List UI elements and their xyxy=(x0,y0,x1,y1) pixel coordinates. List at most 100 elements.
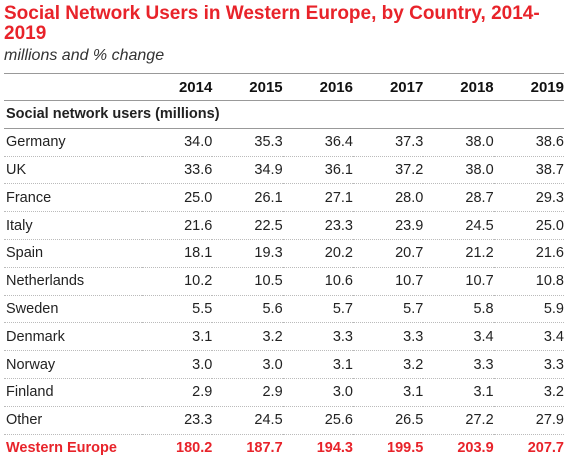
table-row: Other 23.3 24.5 25.6 26.5 27.2 27.9 xyxy=(4,406,564,435)
data-cell: 27.9 xyxy=(493,406,564,435)
data-cell: 3.0 xyxy=(142,350,213,379)
data-cell: 187.7 xyxy=(246,439,283,456)
data-cell: 34.0 xyxy=(142,128,213,157)
data-cell: 24.5 xyxy=(423,211,494,240)
row-label: Spain xyxy=(4,239,142,268)
row-label: Italy xyxy=(4,211,142,240)
data-cell: 3.2 xyxy=(212,322,283,352)
data-cell: 21.6 xyxy=(493,239,564,268)
table-row: Denmark 3.1 3.2 3.3 3.3 3.4 3.4 xyxy=(4,322,564,352)
data-cell: 5.6 xyxy=(212,295,283,324)
column-header: 2016 xyxy=(319,78,353,96)
total-row: Western Europe 180.2 187.7 194.3 199.5 203.9 2… xyxy=(4,434,564,461)
chart-subtitle: millions and % change xyxy=(4,47,165,64)
data-cell: 27.1 xyxy=(282,183,353,213)
chart-title: Social Network Users in Western Europe, … xyxy=(4,3,540,44)
data-cell: 28.7 xyxy=(423,183,494,213)
data-cell: 10.8 xyxy=(493,267,564,296)
data-cell: 3.2 xyxy=(493,378,564,407)
data-table: 2014 2015 2016 2017 2018 2019 Social net… xyxy=(4,73,564,461)
table-row: Finland 2.9 2.9 3.0 3.1 3.1 3.2 xyxy=(4,378,564,407)
data-cell: 5.5 xyxy=(142,295,213,324)
data-cell: 38.0 xyxy=(423,128,494,157)
data-cell: 3.1 xyxy=(352,378,424,407)
data-cell: 199.5 xyxy=(387,439,424,456)
data-cell: 37.2 xyxy=(352,156,424,185)
data-cell: 3.2 xyxy=(352,350,424,379)
row-label: France xyxy=(4,183,142,213)
data-cell: 10.7 xyxy=(423,267,494,296)
data-cell: 28.0 xyxy=(352,183,424,213)
data-cell: 3.4 xyxy=(493,322,564,352)
data-cell: 10.6 xyxy=(282,267,353,296)
data-cell: 5.8 xyxy=(423,295,494,324)
row-label: Western Europe xyxy=(6,439,117,456)
row-label: Finland xyxy=(4,378,142,407)
header-row: 2014 2015 2016 2017 2018 2019 xyxy=(4,73,564,101)
data-cell: 10.7 xyxy=(352,267,424,296)
section-label: Social network users (millions) xyxy=(4,100,564,129)
data-cell: 3.3 xyxy=(423,350,494,379)
data-cell: 3.3 xyxy=(282,322,353,352)
data-cell: 35.3 xyxy=(212,128,283,157)
data-cell: 18.1 xyxy=(142,239,213,268)
data-cell: 20.2 xyxy=(282,239,353,268)
header-corner xyxy=(4,74,142,101)
data-cell: 26.1 xyxy=(212,183,283,213)
data-cell: 21.2 xyxy=(423,239,494,268)
table-row: Norway 3.0 3.0 3.1 3.2 3.3 3.3 xyxy=(4,350,564,379)
data-cell: 36.1 xyxy=(282,156,353,185)
row-label: UK xyxy=(4,156,142,185)
data-cell: 25.6 xyxy=(282,406,353,435)
data-cell: 25.0 xyxy=(142,183,213,213)
table-row: UK 33.6 34.9 36.1 37.2 38.0 38.7 xyxy=(4,156,564,185)
data-cell: 25.0 xyxy=(493,211,564,240)
data-cell: 38.7 xyxy=(493,156,564,185)
data-cell: 38.0 xyxy=(423,156,494,185)
data-cell: 36.4 xyxy=(282,128,353,157)
data-cell: 19.3 xyxy=(212,239,283,268)
data-cell: 3.3 xyxy=(352,322,424,352)
data-cell: 27.2 xyxy=(423,406,494,435)
data-cell: 2.9 xyxy=(142,378,213,407)
row-label: Germany xyxy=(4,128,142,157)
data-cell: 34.9 xyxy=(212,156,283,185)
column-header: 2017 xyxy=(389,78,424,96)
data-cell: 5.7 xyxy=(282,295,353,324)
data-cell: 20.7 xyxy=(352,239,424,268)
data-cell: 3.1 xyxy=(142,322,213,352)
row-label: Denmark xyxy=(4,322,142,352)
row-label: Sweden xyxy=(4,295,142,324)
data-cell: 2.9 xyxy=(212,378,283,407)
row-label: Netherlands xyxy=(4,267,142,296)
data-cell: 33.6 xyxy=(142,156,213,185)
column-header: 2019 xyxy=(530,78,564,96)
table-row: Spain 18.1 19.3 20.2 20.7 21.2 21.6 xyxy=(4,239,564,268)
data-cell: 207.7 xyxy=(527,439,564,456)
table-row: Germany 34.0 35.3 36.4 37.3 38.0 38.6 xyxy=(4,128,564,157)
row-label: Other xyxy=(4,406,142,435)
data-cell: 29.3 xyxy=(493,183,564,213)
data-cell: 10.5 xyxy=(212,267,283,296)
data-cell: 23.3 xyxy=(282,211,353,240)
data-cell: 10.2 xyxy=(142,267,213,296)
data-cell: 38.6 xyxy=(493,128,564,157)
data-cell: 194.3 xyxy=(316,439,353,456)
data-cell: 26.5 xyxy=(352,406,424,435)
table-row: Netherlands 10.2 10.5 10.6 10.7 10.7 10.8 xyxy=(4,267,564,296)
data-cell: 5.7 xyxy=(352,295,424,324)
table-row: Sweden 5.5 5.6 5.7 5.7 5.8 5.9 xyxy=(4,295,564,324)
data-cell: 3.4 xyxy=(423,322,494,352)
column-header: 2014 xyxy=(178,78,213,96)
data-cell: 3.0 xyxy=(282,378,353,407)
column-header: 2018 xyxy=(460,78,494,96)
column-header: 2015 xyxy=(249,78,283,96)
data-cell: 180.2 xyxy=(176,439,213,456)
table-row: Italy 21.6 22.5 23.3 23.9 24.5 25.0 xyxy=(4,211,564,240)
data-cell: 3.3 xyxy=(493,350,564,379)
data-cell: 5.9 xyxy=(493,295,564,324)
data-cell: 37.3 xyxy=(352,128,424,157)
data-cell: 23.9 xyxy=(352,211,424,240)
data-cell: 22.5 xyxy=(212,211,283,240)
